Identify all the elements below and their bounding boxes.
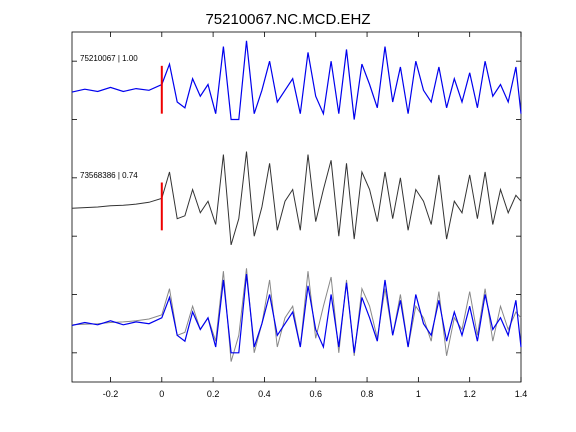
axis-ticks: -0.2 0 0.2 0.4 0.6 0.8 1 1.2 1.4	[72, 32, 527, 399]
x-tick-label: 1.4	[515, 389, 528, 399]
trace-labels: 75210067 | 1.00 73568386 | 0.74	[80, 54, 138, 180]
trace-label: 73568386 | 0.74	[80, 171, 138, 180]
x-tick-label: 0.8	[361, 389, 374, 399]
x-tick-label: 0.2	[207, 389, 220, 399]
overlay-trace-75210067	[71, 274, 522, 354]
x-tick-label: 0	[159, 389, 164, 399]
trace-73568386	[71, 151, 522, 246]
x-tick-label: 0.4	[258, 389, 271, 399]
x-tick-label: -0.2	[103, 389, 119, 399]
waveform-traces	[71, 40, 522, 362]
plot-frame	[71, 31, 522, 383]
x-tick-label: 1.2	[463, 389, 476, 399]
x-tick-label: 1	[416, 389, 421, 399]
chart-title: 75210067.NC.MCD.EHZ	[205, 11, 370, 28]
x-tick-label: 0.6	[309, 389, 322, 399]
trace-75210067	[71, 40, 522, 121]
trace-label: 75210067 | 1.00	[80, 54, 138, 63]
